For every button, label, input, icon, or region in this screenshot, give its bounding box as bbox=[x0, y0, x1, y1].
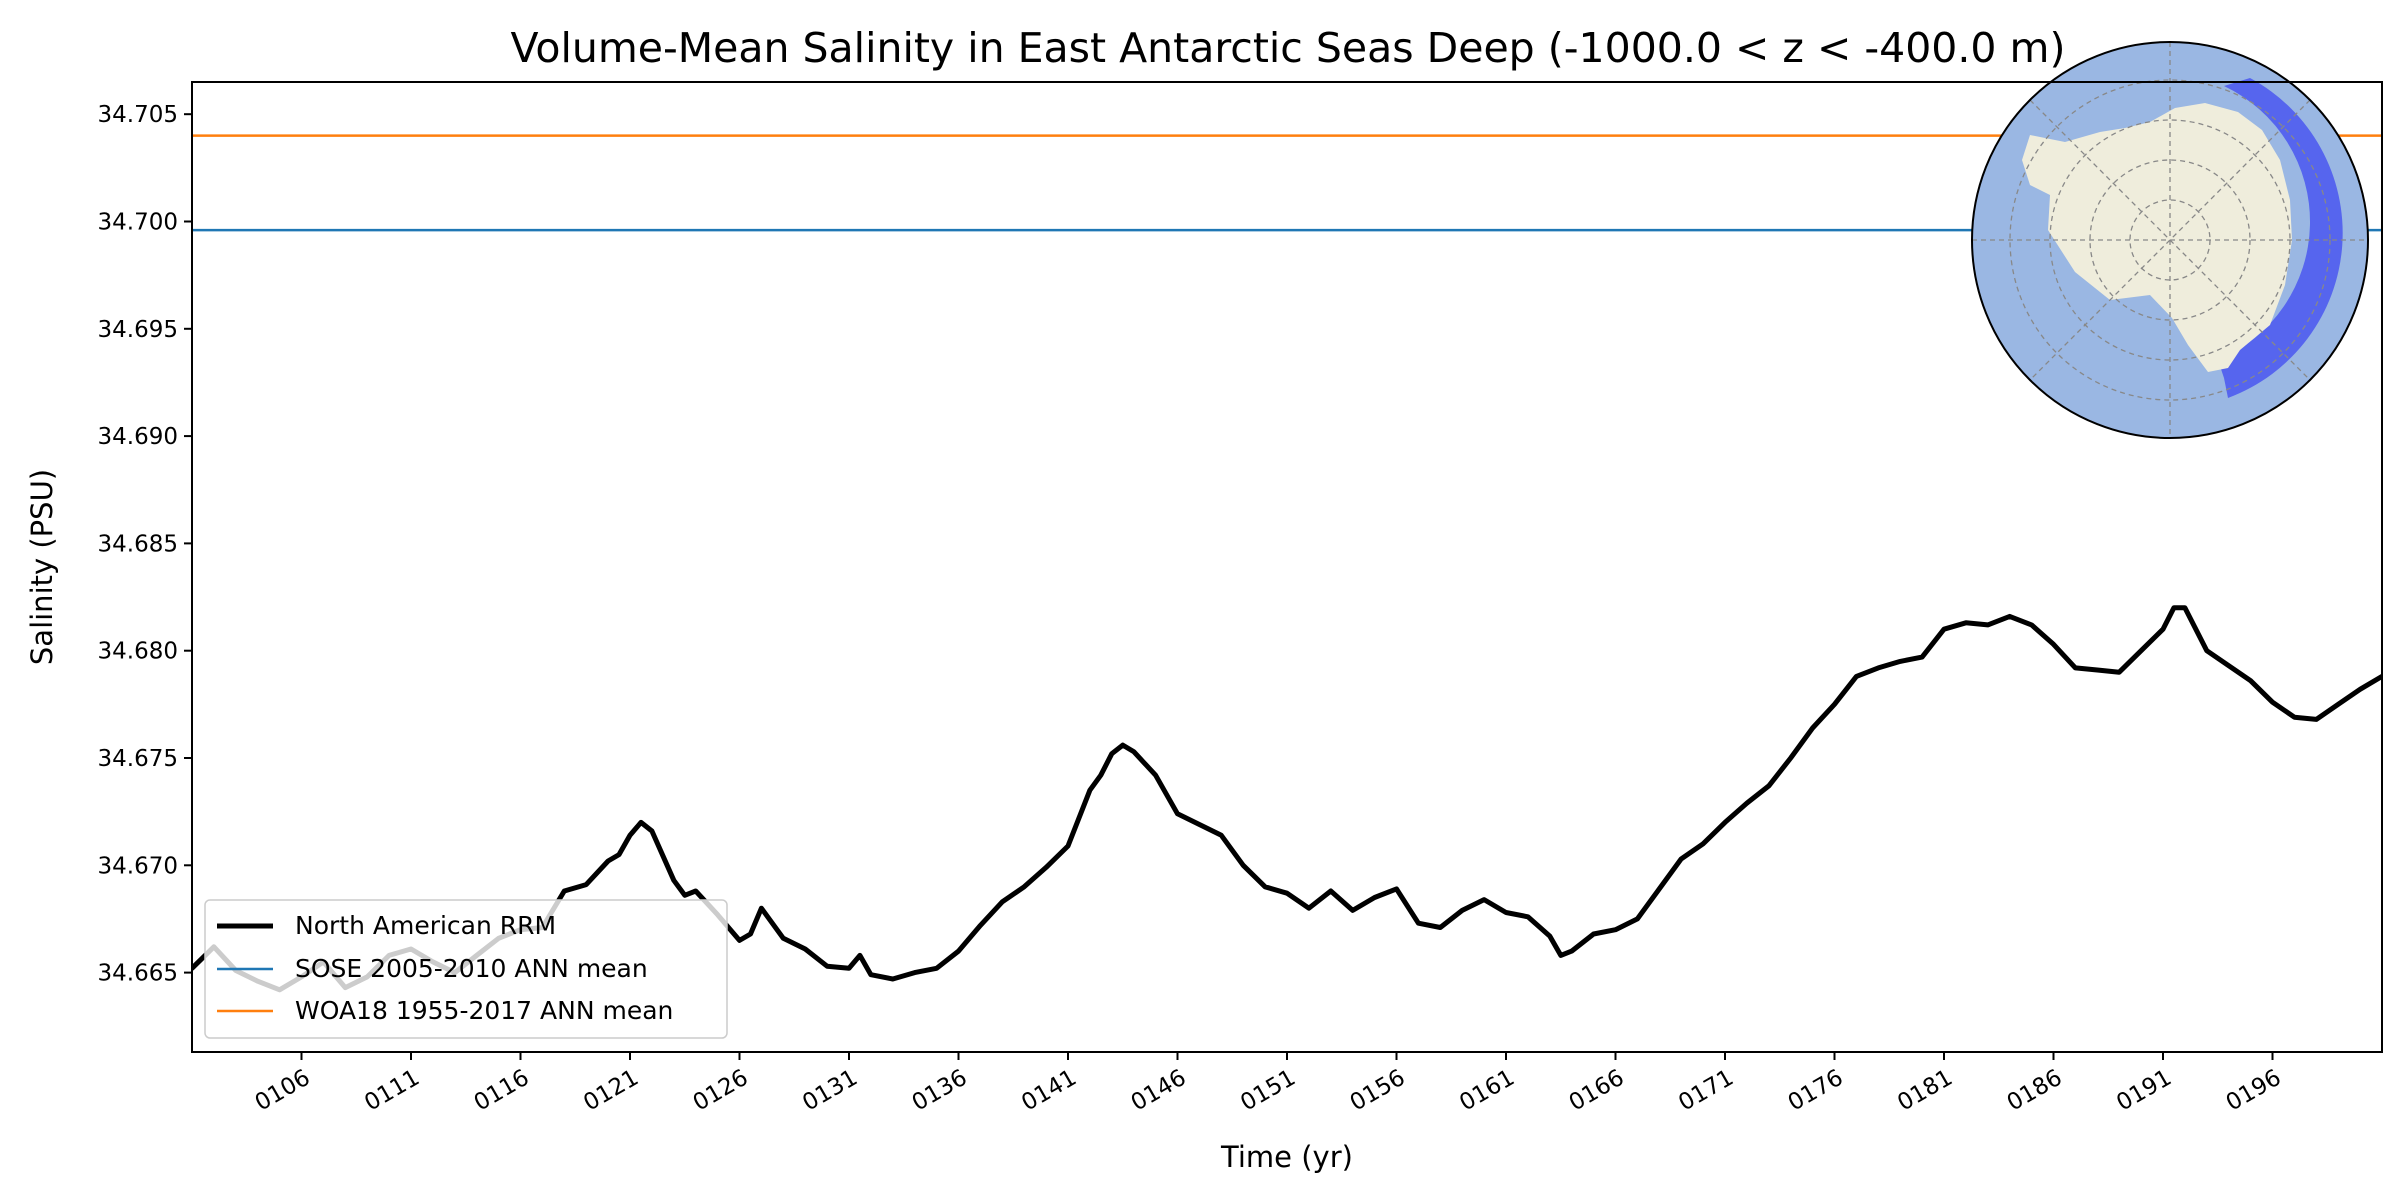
y-tick-label: 34.690 bbox=[98, 424, 178, 450]
y-tick-label: 34.700 bbox=[98, 209, 178, 235]
inset-map bbox=[1971, 41, 2369, 439]
legend-label-sose: SOSE 2005-2010 ANN mean bbox=[295, 954, 648, 983]
y-tick-label: 34.680 bbox=[98, 639, 178, 665]
y-tick-label: 34.665 bbox=[98, 961, 178, 987]
legend-box bbox=[204, 899, 728, 1039]
inset-land bbox=[2022, 103, 2292, 372]
y-tick-label: 34.685 bbox=[98, 531, 178, 557]
x-axis-title: Time (yr) bbox=[1220, 1140, 1353, 1174]
y-tick-label: 34.670 bbox=[98, 853, 178, 879]
antarctica-region-map-icon bbox=[1972, 42, 2368, 438]
inset-region bbox=[2218, 78, 2343, 398]
chart-title: Volume-Mean Salinity in East Antarctic S… bbox=[511, 24, 2066, 72]
y-tick-label: 34.675 bbox=[98, 746, 178, 772]
inset-border bbox=[1971, 41, 2369, 439]
y-tick-label: 34.705 bbox=[98, 102, 178, 128]
y-axis-title: Salinity (PSU) bbox=[25, 469, 59, 665]
y-tick-label: 34.695 bbox=[98, 317, 178, 343]
series-line-north-american-rrm bbox=[192, 605, 2382, 993]
legend-label-rrm: North American RRM bbox=[295, 911, 556, 940]
inset-graticule bbox=[1972, 42, 2368, 438]
legend: North American RRM SOSE 2005-2010 ANN me… bbox=[204, 899, 728, 1039]
legend-label-woa: WOA18 1955-2017 ANN mean bbox=[295, 996, 673, 1025]
y-axis: 34.665 34.670 34.675 34.680 34.685 34.690 34.6… bbox=[98, 102, 192, 987]
series-lines bbox=[192, 605, 2382, 993]
